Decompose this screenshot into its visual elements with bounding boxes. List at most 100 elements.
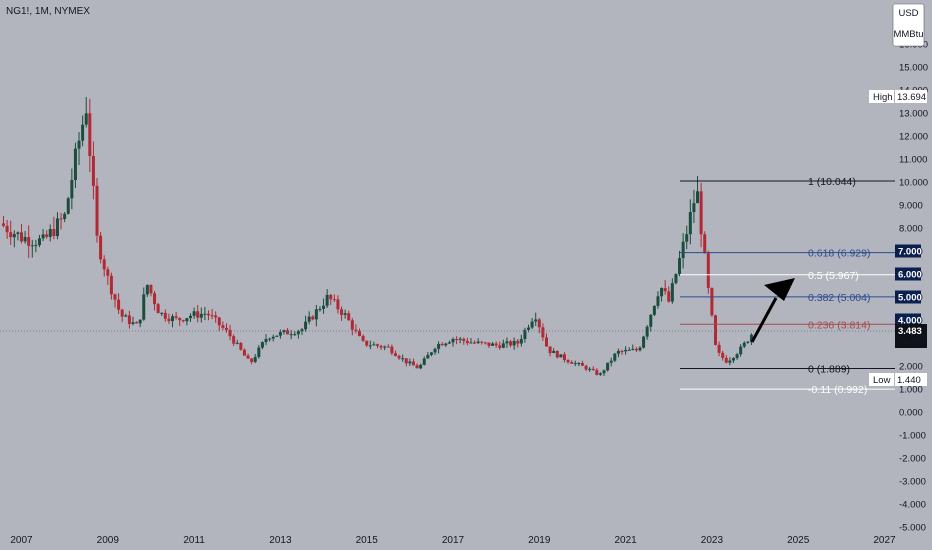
candle-body xyxy=(41,234,45,239)
unit-box[interactable] xyxy=(892,3,925,47)
candlestick-series xyxy=(2,96,753,377)
candle-body xyxy=(631,348,635,350)
candle-body xyxy=(365,340,369,346)
candle-body xyxy=(70,180,74,199)
unit-label: MMBtu xyxy=(893,29,923,40)
symbol-title[interactable]: NG1!, 1M, NYMEX xyxy=(6,6,90,17)
candle-body xyxy=(544,337,548,347)
currency-label: USD xyxy=(898,8,918,19)
candle-body xyxy=(235,342,239,344)
candle-body xyxy=(638,347,642,351)
candle-body xyxy=(347,313,351,321)
candle-body xyxy=(289,334,293,336)
candle-body xyxy=(519,339,523,344)
candle-body xyxy=(598,373,602,375)
fib-price-tag xyxy=(895,313,921,327)
candle-countdown: 3d 8h xyxy=(898,337,922,348)
candle-body xyxy=(88,113,92,156)
candle-body xyxy=(688,212,692,235)
y-tick-label: 15.000 xyxy=(899,63,928,74)
candle-body xyxy=(286,330,290,335)
high-label-box xyxy=(869,90,894,103)
y-tick-label: 1.000 xyxy=(899,385,923,396)
candle-body xyxy=(66,198,70,214)
candle-body xyxy=(117,299,121,310)
candle-body xyxy=(113,294,117,300)
candle-body xyxy=(652,305,656,315)
candle-body xyxy=(336,299,340,310)
candle-body xyxy=(217,317,221,326)
candle-body xyxy=(566,360,570,363)
candle-body xyxy=(149,284,153,294)
candle-body xyxy=(332,299,336,301)
candle-body xyxy=(573,363,577,365)
candle-body xyxy=(300,329,304,332)
candle-body xyxy=(109,275,113,295)
candle-body xyxy=(480,341,484,343)
candle-body xyxy=(361,335,365,341)
candle-body xyxy=(296,331,300,335)
candle-body xyxy=(63,213,67,219)
low-label-box xyxy=(869,373,894,386)
candle-body xyxy=(710,287,714,316)
candle-body xyxy=(616,350,620,354)
last-price-tag xyxy=(895,324,927,348)
candle-body xyxy=(580,363,584,366)
candle-body xyxy=(620,350,624,352)
high-value: 13.694 xyxy=(897,92,926,103)
candle-body xyxy=(329,294,333,300)
candle-body xyxy=(59,218,63,220)
candle-body xyxy=(73,148,77,181)
fib-level-label: 0 (1.889) xyxy=(808,364,850,376)
y-tick-label: -4.000 xyxy=(899,500,926,511)
candle-body xyxy=(523,329,527,340)
fib-price-tag xyxy=(895,267,921,281)
candle-body xyxy=(444,343,448,346)
x-tick-label: 2021 xyxy=(614,535,637,546)
fibonacci-retracement[interactable]: 1 (10.044) 0.618 (6.929) 0.5 (5.967) 0.382 … xyxy=(680,176,895,396)
y-tick-label: 8.000 xyxy=(899,224,923,235)
candle-body xyxy=(171,316,175,322)
candle-body xyxy=(55,218,59,237)
candle-body xyxy=(34,245,38,247)
candle-body xyxy=(559,354,563,358)
candle-body xyxy=(372,344,376,346)
candle-body xyxy=(447,342,451,344)
candle-body xyxy=(548,346,552,354)
candle-body xyxy=(696,191,700,204)
x-tick-label: 2013 xyxy=(269,535,292,546)
candle-body xyxy=(465,340,469,344)
fib-price-tag xyxy=(895,244,921,258)
candle-body xyxy=(681,241,685,259)
candle-body xyxy=(358,330,362,336)
candle-body xyxy=(145,284,149,295)
fib-level-label: -0.11 (0.992) xyxy=(808,384,867,396)
high-value-box xyxy=(895,90,927,103)
candle-body xyxy=(350,320,354,330)
candle-body xyxy=(462,338,466,341)
y-tick-label: -3.000 xyxy=(899,477,926,488)
candle-body xyxy=(138,319,142,324)
x-tick-label: 2007 xyxy=(10,535,33,546)
candle-body xyxy=(624,349,628,352)
candle-body xyxy=(210,315,214,317)
candle-body xyxy=(667,291,671,302)
y-tick-label: 12.000 xyxy=(899,132,928,143)
candle-body xyxy=(429,352,433,355)
candle-body xyxy=(487,342,491,346)
candle-body xyxy=(534,319,538,322)
y-tick-label: 10.000 xyxy=(899,178,928,189)
candle-body xyxy=(206,313,210,316)
candle-body xyxy=(135,322,139,324)
candle-body xyxy=(649,314,653,327)
candle-body xyxy=(713,315,717,345)
candle-body xyxy=(663,288,667,292)
candle-body xyxy=(642,336,646,348)
candle-body xyxy=(189,315,193,319)
candle-body xyxy=(570,362,574,364)
candle-body xyxy=(203,313,207,315)
candle-body xyxy=(124,315,128,317)
candle-body xyxy=(728,360,732,363)
